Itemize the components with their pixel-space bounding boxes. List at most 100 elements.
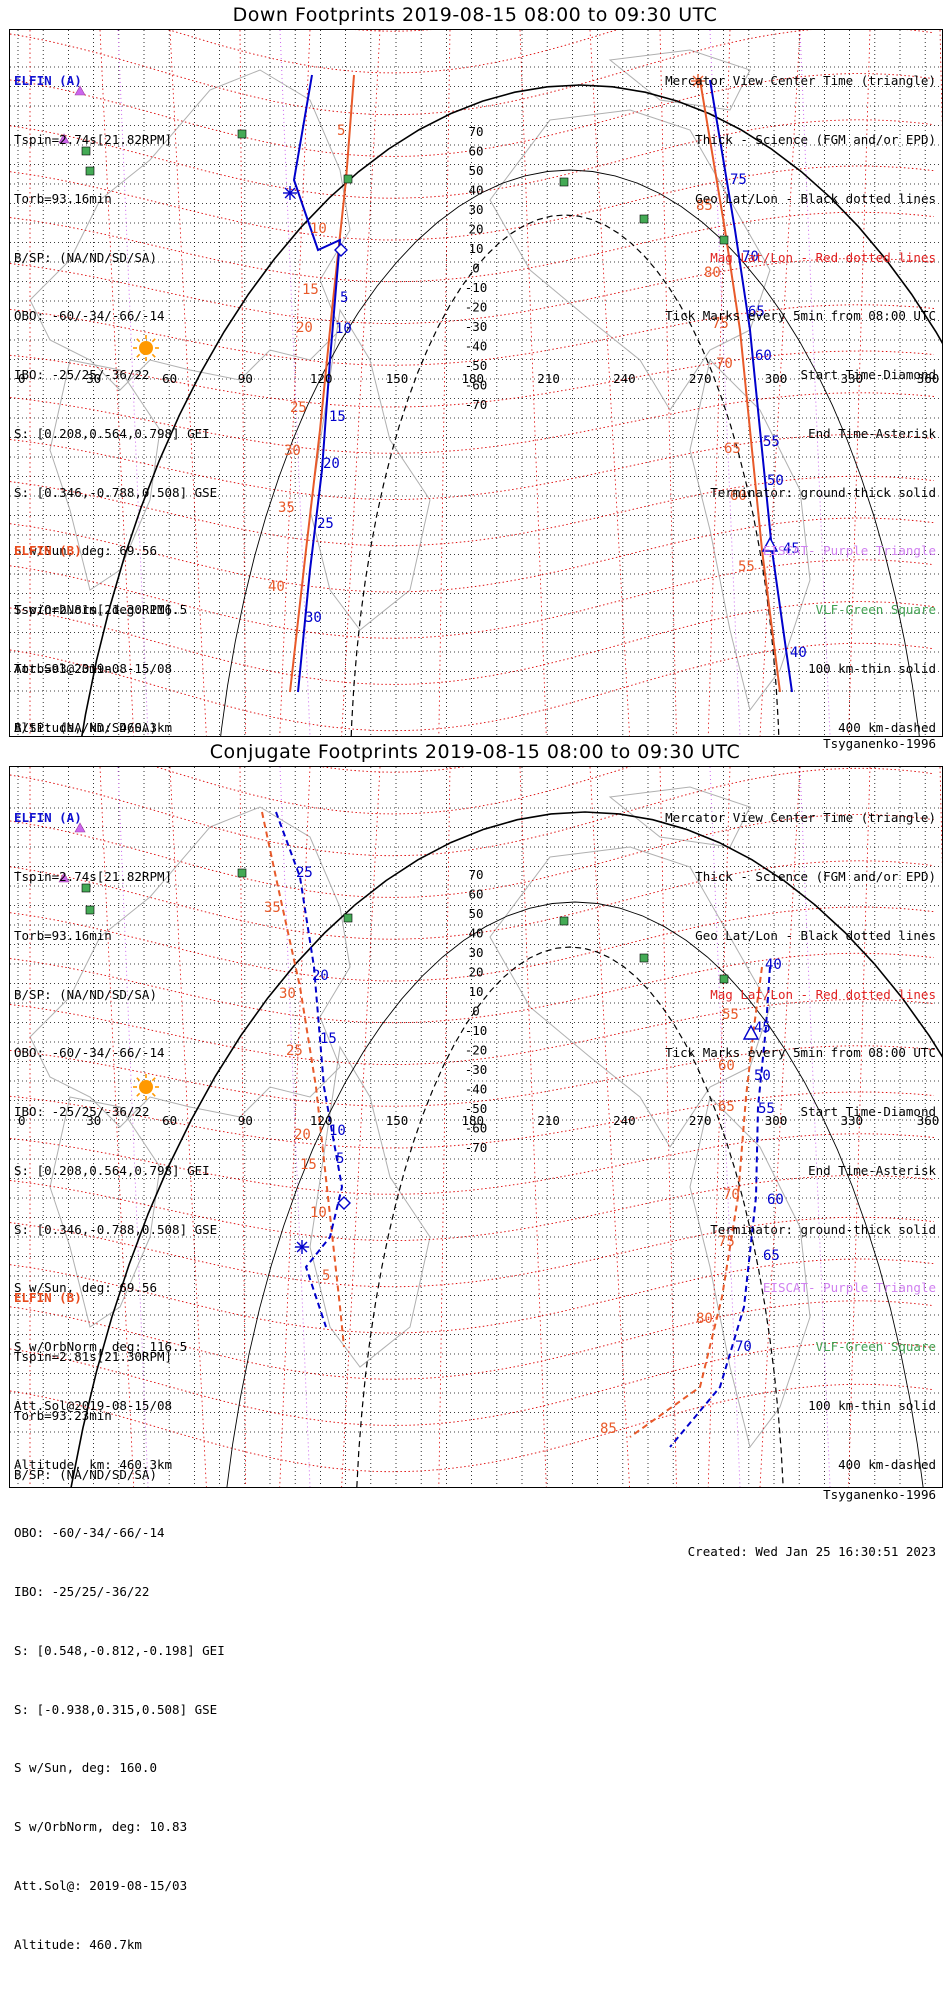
mag-lat-line — [10, 1133, 935, 1195]
mag-lon-line — [939, 767, 942, 870]
lon-axis-label: 150 — [386, 1113, 409, 1128]
elfin-a-info: ELFIN (A) Tspin=2.74s[21.82RPM] Torb=93.… — [14, 32, 217, 777]
vlf-station-marker — [343, 174, 353, 184]
mag-lon-line — [519, 30, 547, 736]
vlf-station-marker — [559, 916, 569, 926]
lat-axis-label: 10 — [468, 241, 483, 256]
footer: Tsyganenko-1996 Created: Wed Jan 25 16:3… — [688, 1447, 936, 1599]
lat-axis-label: -20 — [465, 1043, 488, 1058]
mag-lat-line — [10, 906, 935, 982]
mag-lat-line — [10, 767, 935, 857]
elfin-a-tick-label: 40 — [765, 957, 782, 973]
elfin-a-tick-label: 10 — [329, 1123, 346, 1139]
mag-lon-line — [848, 30, 871, 736]
mag-lat-line — [155, 767, 631, 815]
elfin-a-line: S: [0.346,-0.788,0.508] GSE — [14, 1221, 218, 1237]
legend-item: Mercator View Center Time (triangle) — [665, 810, 936, 826]
lat-axis-label: 30 — [468, 202, 483, 217]
lat-axis-label: -50 — [465, 1101, 488, 1116]
lon-axis-label: 150 — [386, 371, 409, 386]
start-time-diamond — [337, 1196, 351, 1210]
mag-lat-line — [168, 30, 618, 74]
elfin-b-tick-label: 25 — [290, 400, 307, 416]
elfin-a-label: ELFIN (A) — [14, 810, 82, 826]
lon-axis-label: 210 — [537, 371, 560, 386]
elfin-a-tick-label: 5 — [336, 1151, 344, 1167]
lat-axis-label: 30 — [468, 945, 483, 960]
elfin-b-label: ELFIN (B) — [14, 543, 82, 559]
elfin-a-line: B/SP: (NA/ND/SD/SA) — [14, 249, 157, 265]
terminator-400km — [356, 946, 784, 1487]
elfin-a-tick-label: 45 — [783, 541, 800, 557]
elfin-a-line: S: [0.208,0.564,0.798] GEI — [14, 425, 210, 441]
terminator-ground — [81, 84, 942, 736]
mag-lat-line — [10, 392, 935, 454]
lon-axis-label: 30 — [86, 1113, 101, 1128]
legend-item: 100 km-thin solid — [808, 661, 936, 676]
mag-lon-line — [519, 767, 547, 1487]
elfin-a-tick-label: 70 — [735, 1339, 752, 1355]
legend-item: Terminator: ground-thick solid — [710, 484, 936, 500]
lon-axis-label: 240 — [613, 1113, 636, 1128]
elfin-a-line: S w/Sun, deg: 69.56 — [14, 1280, 157, 1296]
elfin-b-tick-label: 30 — [284, 443, 301, 459]
lat-axis-label: -40 — [465, 339, 488, 354]
elfin-a-tick-label: 60 — [755, 348, 772, 364]
coastline — [689, 359, 811, 712]
lon-axis-label: 270 — [689, 371, 712, 386]
elfin-a-tick-label: 70 — [742, 249, 759, 265]
elfin-b-track-left — [261, 811, 345, 1348]
lat-axis-label: 10 — [468, 984, 483, 999]
mag-lat-line — [10, 952, 935, 1024]
elfin-b-line: Torb=93.23min — [14, 660, 112, 676]
elfin-a-tick-label: 65 — [748, 304, 765, 320]
center-time-triangle — [742, 1024, 760, 1040]
mag-lon-line — [707, 767, 731, 1487]
legend-item: Mag Lat/Lon - Red dotted lines — [710, 986, 936, 1002]
mag-lon-line — [279, 767, 311, 1487]
mag-lon-line — [759, 767, 801, 1487]
elfin-a-tick-label: 65 — [763, 1248, 780, 1264]
vlf-station-marker — [237, 129, 247, 139]
lon-axis-label: 60 — [162, 1113, 177, 1128]
elfin-b-line: IBO: -25/25/-36/22 — [14, 1584, 150, 1600]
legend-item: Thick - Science (FGM and/or EPD) — [695, 868, 936, 884]
coastline — [29, 69, 351, 391]
elfin-b-tick-label: 55 — [722, 1007, 739, 1023]
mag-lat-line — [10, 1216, 935, 1288]
eiscat-marker — [74, 822, 86, 833]
lon-axis-label: 240 — [613, 371, 636, 386]
lat-axis-label: -30 — [465, 319, 488, 334]
elfin-b-tick-label: 85 — [600, 1421, 617, 1437]
elfin-a-tick-label: 20 — [312, 968, 329, 984]
elfin-b-tick-label: 70 — [716, 356, 733, 372]
terminator-ground — [70, 811, 942, 1487]
elfin-b-tick-label: 80 — [704, 265, 721, 281]
lat-axis-label: -10 — [465, 280, 488, 295]
elfin-b-tick-label: 5 — [337, 123, 345, 139]
elfin-a-line: Altitude, km: 460.3km — [14, 719, 173, 735]
vlf-station-marker — [81, 883, 91, 893]
lat-axis-label: -60 — [465, 1121, 488, 1136]
elfin-a-line: S: [0.208,0.564,0.798] GEI — [14, 1162, 210, 1178]
legend-item: Terminator: ground-thick solid — [710, 1221, 936, 1237]
mag-lon-line — [438, 30, 451, 736]
lat-axis-label: 70 — [468, 867, 483, 882]
elfin-b-line: Tspin=2.81s[21.30RPM] — [14, 601, 173, 617]
eiscat-meridian — [799, 30, 831, 736]
lat-axis-label: 0 — [472, 261, 480, 276]
elfin-a-tick-label: 55 — [758, 1101, 775, 1117]
lat-axis-label: -40 — [465, 1082, 488, 1097]
terminator-100km — [226, 901, 924, 1487]
legend: Mercator View Center Time (triangle) Thi… — [665, 769, 936, 1514]
sun-ray — [151, 353, 156, 358]
mag-lon-line — [279, 30, 311, 736]
elfin-b-tick-label: 25 — [286, 1043, 303, 1059]
conjugate-footprints-map: 0 30 60 90 120 150 180 210 240 270 300 330 360706050… — [10, 767, 942, 1487]
coastline — [309, 1045, 431, 1368]
lat-axis-label: 60 — [468, 887, 483, 902]
mag-lat-line — [10, 1175, 935, 1241]
lat-axis-label: -70 — [465, 1140, 488, 1155]
vlf-station-marker — [85, 166, 95, 176]
legend-item: Geo Lat/Lon - Black dotted lines — [695, 190, 936, 206]
